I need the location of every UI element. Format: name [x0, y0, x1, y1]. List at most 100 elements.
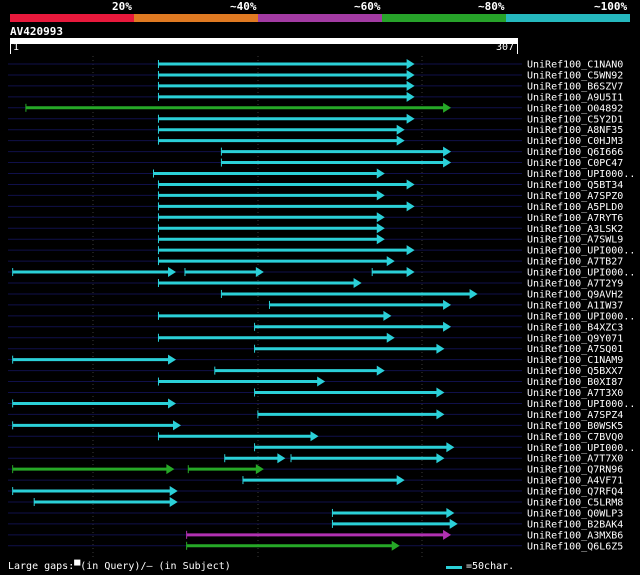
hit-name-link[interactable]: UniRef100_B2BAK4	[527, 519, 623, 530]
hit-name-link[interactable]: UniRef100_B4XZC3	[527, 322, 623, 333]
hit-name-link[interactable]: UniRef100_A8NF35	[527, 125, 623, 136]
segment-arrowhead	[173, 420, 181, 431]
hit-name-link[interactable]: UniRef100_Q6L6Z5	[527, 541, 623, 552]
segment-arrowhead	[406, 201, 415, 212]
scale-label-40: ~40%	[230, 0, 257, 13]
segment-arrowhead	[469, 288, 478, 299]
ruler-start-label: 1	[13, 42, 20, 53]
segment-arrowhead	[436, 343, 445, 354]
segment-arrowhead	[446, 442, 455, 453]
hit-name-link[interactable]: UniRef100_A4VF71	[527, 476, 623, 487]
segment-arrowhead	[406, 80, 415, 91]
hit-name-link[interactable]: UniRef100_A1IW37	[527, 300, 623, 311]
hit-name-link[interactable]: UniRef100_Q7RFQ4	[527, 487, 623, 498]
segment-arrowhead	[436, 387, 445, 398]
hit-name-link[interactable]: UniRef100_B0WSK5	[527, 421, 623, 432]
segment-arrowhead	[376, 234, 385, 245]
scale-label-20: 20%	[112, 0, 132, 13]
segment-arrowhead	[396, 475, 405, 486]
segment-arrowhead	[386, 332, 395, 343]
scale-label-80: ~80%	[478, 0, 505, 13]
segment-arrowhead	[446, 507, 455, 518]
segment-arrowhead	[406, 91, 415, 102]
hit-name-link[interactable]: UniRef100_C1NAN0	[527, 60, 623, 71]
hit-name-link[interactable]: UniRef100_A7SPZ0	[527, 191, 623, 202]
hit-name-link[interactable]: UniRef100_A7SQ01	[527, 344, 623, 355]
segment-arrowhead	[376, 365, 385, 376]
segment-arrowhead	[376, 223, 385, 234]
segment-arrowhead	[376, 212, 385, 223]
segment-arrowhead	[169, 486, 178, 497]
hit-name-link[interactable]: UniRef100_A7RYT6	[527, 213, 623, 224]
hit-name-link[interactable]: UniRef100_Q0WLP3	[527, 508, 623, 519]
hit-name-link[interactable]: UniRef100_A3LSK2	[527, 224, 623, 235]
hit-name-link[interactable]: UniRef100_Q9Y071	[527, 333, 623, 344]
segment-arrowhead	[406, 59, 415, 69]
hit-name-link[interactable]: UniRef100_C7BVQ0	[527, 432, 623, 443]
segment-arrowhead	[406, 267, 415, 278]
segment-arrowhead	[406, 113, 415, 124]
hit-name-link[interactable]: UniRef100_Q7RN96	[527, 465, 623, 476]
hit-name-link[interactable]: UniRef100_UPI000..	[527, 268, 635, 279]
hit-name-link[interactable]: UniRef100_UPI000..	[527, 399, 635, 410]
scale-segment-orange	[134, 14, 258, 22]
segment-arrowhead	[317, 376, 326, 387]
hit-name-link[interactable]: UniRef100_A7SPZ4	[527, 410, 623, 421]
hit-name-link[interactable]: UniRef100_B6SZV7	[527, 81, 623, 92]
hit-name-link[interactable]: UniRef100_Q5BXX7	[527, 366, 623, 377]
hit-name-link[interactable]: UniRef100_O04892	[527, 103, 623, 114]
hit-name-link[interactable]: UniRef100_C0HJM3	[527, 136, 623, 147]
query-ruler	[10, 38, 518, 44]
scale-segment-cyan	[506, 14, 630, 22]
ruler-tick-end	[517, 44, 518, 54]
hit-name-link[interactable]: UniRef100_C0PC47	[527, 158, 623, 169]
segment-arrowhead	[391, 540, 400, 551]
hit-name-link[interactable]: UniRef100_A5PLD0	[527, 202, 623, 213]
segment-arrowhead	[168, 398, 177, 409]
legend-scale-text: =50char.	[466, 561, 515, 572]
segment-arrowhead	[168, 354, 177, 365]
large-gaps-note: Large gaps:▀(in Query)/– (in Subject)	[8, 561, 231, 572]
alignment-diagram: UniRef100_C1NAN0UniRef100_C5WN92UniRef10…	[8, 56, 635, 558]
hit-name-link[interactable]: UniRef100_A7SWL9	[527, 235, 623, 246]
hit-name-link[interactable]: UniRef100_UPI000..	[527, 311, 635, 322]
segment-arrowhead	[406, 179, 415, 190]
hit-name-link[interactable]: UniRef100_Q5BT34	[527, 180, 623, 191]
hit-name-link[interactable]: UniRef100_UPI000..	[527, 246, 635, 257]
hit-name-link[interactable]: UniRef100_A9U5I1	[527, 92, 623, 103]
hit-name-link[interactable]: UniRef100_C5LRM8	[527, 498, 623, 509]
segment-arrowhead	[443, 299, 452, 310]
segment-arrowhead	[406, 245, 415, 256]
segment-arrowhead	[396, 135, 405, 146]
segment-arrowhead	[406, 69, 415, 80]
segment-arrowhead	[443, 321, 452, 332]
hit-name-link[interactable]: UniRef100_UPI000..	[527, 169, 635, 180]
hit-name-link[interactable]: UniRef100_C1NAM9	[527, 355, 623, 366]
segment-arrowhead	[443, 146, 452, 157]
segment-arrowhead	[449, 518, 458, 529]
segment-arrowhead	[255, 267, 264, 278]
segment-arrowhead	[376, 190, 385, 201]
hit-name-link[interactable]: UniRef100_A7T3X0	[527, 388, 623, 399]
hit-name-link[interactable]: UniRef100_A7T7X0	[527, 454, 623, 465]
segment-arrowhead	[168, 267, 177, 278]
hit-name-link[interactable]: UniRef100_C5WN92	[527, 70, 623, 81]
hit-name-link[interactable]: UniRef100_A3MXB6	[527, 530, 623, 541]
segment-arrowhead	[353, 278, 362, 288]
hit-name-link[interactable]: UniRef100_UPI000..	[527, 443, 635, 454]
hit-name-link[interactable]: UniRef100_Q9AVH2	[527, 289, 623, 300]
hit-name-link[interactable]: UniRef100_B0XI87	[527, 377, 623, 388]
ruler-end-label: 307	[496, 42, 515, 53]
scale-segment-red	[10, 14, 134, 22]
segment-arrowhead	[277, 453, 286, 464]
hit-name-link[interactable]: UniRef100_C5Y2D1	[527, 114, 623, 125]
segment-arrowhead	[169, 497, 178, 507]
hit-name-link[interactable]: UniRef100_Q6I666	[527, 147, 623, 158]
segment-arrowhead	[436, 453, 445, 464]
hit-name-link[interactable]: UniRef100_A7T2Y9	[527, 279, 623, 290]
scale-label-60: ~60%	[354, 0, 381, 13]
ruler-tick-start	[10, 44, 11, 54]
query-name: AV420993	[10, 25, 63, 38]
segment-arrowhead	[443, 102, 452, 113]
hit-name-link[interactable]: UniRef100_A7TB27	[527, 257, 623, 268]
